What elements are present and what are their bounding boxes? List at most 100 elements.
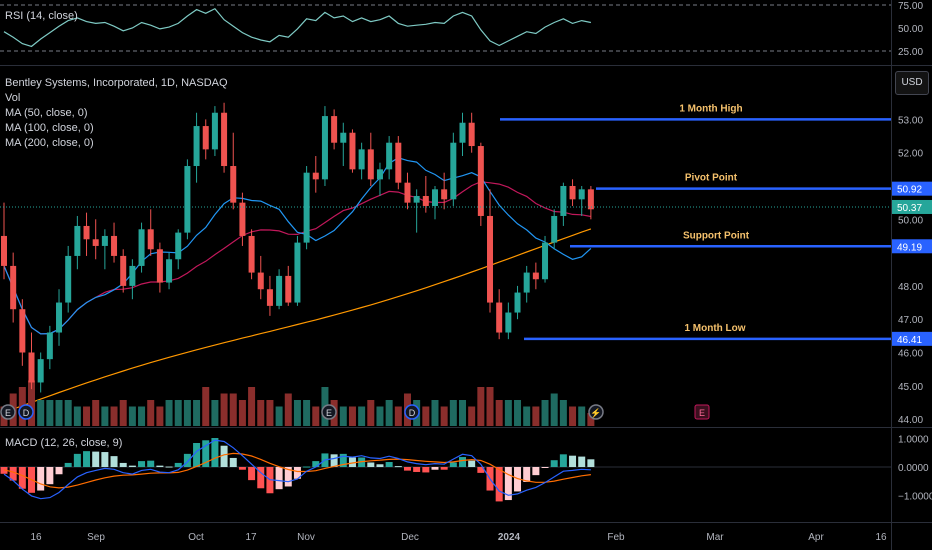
currency-button[interactable]: USD	[895, 71, 929, 95]
macd-histogram-bar	[156, 465, 164, 467]
candle-body	[569, 186, 576, 200]
time-tick-label: 16	[875, 532, 887, 543]
macd-histogram-bar	[37, 467, 45, 491]
candle-body	[422, 195, 429, 206]
candle-body	[56, 302, 63, 333]
volume-legend[interactable]: Vol	[5, 92, 21, 104]
volume-bar	[367, 400, 375, 426]
macd-histogram-bar	[138, 461, 146, 467]
candles	[1, 102, 594, 393]
macd-histogram-bar	[449, 462, 457, 467]
candle-body	[487, 215, 494, 303]
macd-histogram-bar	[193, 443, 201, 467]
time-tick-label: 16	[30, 532, 42, 543]
ma100-line	[3, 181, 592, 335]
macd-histogram-bar	[532, 467, 540, 476]
volume-bar	[211, 400, 219, 426]
macd-histogram-bar	[459, 457, 466, 467]
volume-bar	[229, 393, 237, 426]
candle-body	[101, 235, 108, 246]
candle-body	[230, 166, 237, 203]
candle-body	[376, 169, 383, 180]
candle-body	[193, 126, 200, 167]
volume-bar	[147, 400, 155, 426]
volume-bar	[358, 406, 366, 426]
ma100-legend[interactable]: MA (100, close, 0)	[5, 122, 94, 134]
rsi-line	[3, 7, 592, 48]
macd-pane	[0, 438, 891, 502]
macd-histogram-bar	[165, 466, 173, 468]
volume-bar	[477, 387, 485, 426]
event-markers[interactable]: E D E D ⚡ E	[0, 404, 710, 420]
level-price-tag	[892, 331, 932, 346]
volume-bar	[339, 406, 347, 426]
macd-histogram-bar	[220, 445, 228, 467]
macd-histogram-bar	[174, 462, 182, 467]
price-tick-label: 52.00	[898, 149, 923, 160]
volume-bar	[293, 400, 301, 426]
price-levels[interactable]: 1 Month High Pivot Point 50.92 Support Poin…	[0, 103, 932, 346]
macd-histogram-bar	[248, 467, 256, 481]
volume-bar	[303, 400, 311, 426]
time-axis[interactable]: 16 Sep Oct 17 Nov Dec 2024 Feb Mar Apr 16	[30, 532, 887, 543]
volume-bar	[422, 406, 430, 426]
price-tick-label: 44.00	[898, 415, 923, 426]
macd-histogram-bar	[83, 451, 91, 467]
macd-histogram-bar	[358, 457, 366, 467]
candle-body	[450, 142, 457, 200]
earnings-marker	[18, 404, 34, 420]
volume-bar	[37, 400, 45, 426]
macd-histogram-bar	[578, 456, 586, 467]
macd-histogram-bar	[128, 465, 136, 467]
rsi-legend[interactable]: RSI (14, close)	[5, 10, 78, 22]
candle-body	[65, 255, 72, 303]
volume-bar	[64, 400, 72, 426]
price-tick-label: 45.00	[898, 382, 923, 393]
candle-body	[166, 259, 173, 283]
volume-bar	[504, 400, 512, 426]
candle-body	[395, 142, 402, 183]
volume-bar	[238, 400, 246, 426]
candle-body	[257, 272, 264, 290]
candle-body	[413, 195, 420, 203]
lightning-icon: ⚡	[590, 407, 601, 419]
volume-bar	[266, 400, 274, 426]
level-label: 1 Month Low	[684, 323, 745, 334]
volume-bar	[28, 380, 36, 426]
volume-bar	[550, 393, 558, 426]
candle-body	[138, 229, 145, 266]
volume-bar	[541, 400, 549, 426]
rsi-tick-label: 75.00	[898, 1, 923, 12]
candle-body	[1, 235, 7, 266]
price-axis[interactable]: 53.00 52.00 50.00 48.00 47.00 46.00 45.00 44.00…	[892, 1, 932, 502]
upcoming-earnings-marker	[694, 404, 710, 420]
candle-body	[578, 189, 585, 200]
macd-tick-label: 1.0000	[898, 435, 929, 446]
macd-histogram-bar	[468, 460, 476, 467]
candle-body	[285, 275, 292, 303]
ma50-legend[interactable]: MA (50, close, 0)	[5, 107, 88, 119]
volume-bar	[73, 406, 81, 426]
candle-body	[276, 275, 283, 306]
earnings-marker	[321, 404, 337, 420]
candle-body	[37, 359, 44, 383]
candle-body	[367, 149, 374, 180]
symbol-title[interactable]: Bentley Systems, Incorporated, 1D, NASDA…	[5, 77, 228, 89]
ma200-legend[interactable]: MA (200, close, 0)	[5, 137, 94, 149]
macd-histogram-bar	[110, 456, 118, 467]
macd-histogram-bar	[183, 453, 191, 467]
macd-histogram-bar	[422, 467, 430, 473]
macd-histogram-bar	[569, 455, 577, 467]
volume-bar	[385, 400, 393, 426]
level-price-text: 50.92	[897, 185, 922, 196]
candle-body	[266, 289, 273, 306]
macd-histogram-bar	[394, 466, 402, 468]
macd-legend[interactable]: MACD (12, 26, close, 9)	[5, 437, 123, 449]
candle-body	[175, 232, 182, 260]
macd-histogram-bar	[92, 451, 100, 467]
volume-bar	[348, 406, 356, 426]
candle-body	[211, 112, 218, 150]
candle-body	[294, 242, 301, 303]
macd-histogram-bar	[202, 440, 210, 467]
